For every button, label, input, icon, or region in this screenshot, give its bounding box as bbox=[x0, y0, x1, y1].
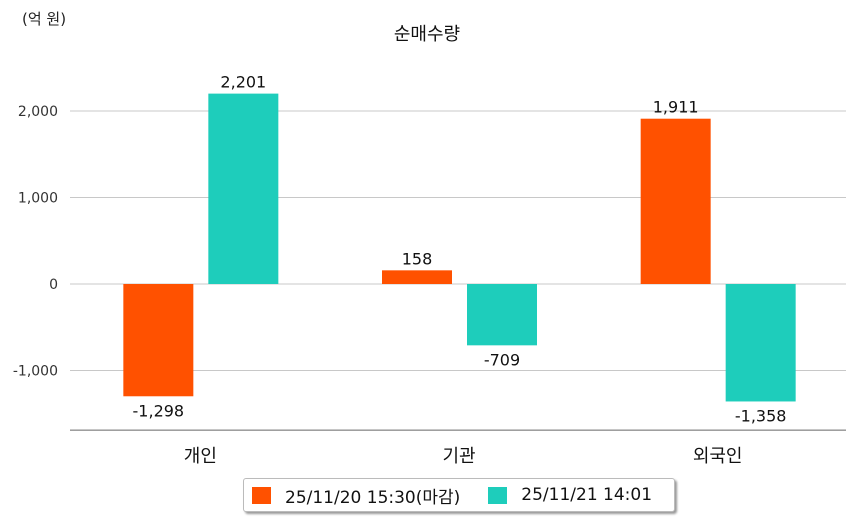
data-label: -1,358 bbox=[735, 406, 787, 425]
legend-label: 25/11/21 14:01 bbox=[521, 485, 653, 505]
chart-title: 순매수량 bbox=[393, 24, 461, 45]
legend-label: 25/11/20 15:30(마감) bbox=[285, 487, 461, 508]
y-tick-label: -1,000 bbox=[13, 364, 58, 380]
legend-item-0[interactable]: 25/11/20 15:30(마감) bbox=[252, 483, 460, 508]
legend-item-1[interactable]: 25/11/21 14:01 bbox=[488, 485, 652, 505]
legend-swatch bbox=[488, 486, 508, 504]
y-tick-label: 0 bbox=[49, 277, 58, 293]
bar bbox=[640, 118, 711, 284]
bar bbox=[123, 284, 194, 397]
unit-label: (억 원) bbox=[22, 10, 67, 28]
bar bbox=[725, 284, 796, 402]
y-tick-label: 2,000 bbox=[18, 104, 58, 120]
bar bbox=[467, 284, 537, 346]
bar bbox=[208, 93, 279, 285]
y-tick-label: 1,000 bbox=[18, 191, 58, 207]
legend-swatch bbox=[252, 486, 271, 504]
x-tick-label: 기관 bbox=[442, 446, 475, 467]
bar bbox=[382, 270, 452, 284]
data-label: 2,201 bbox=[220, 73, 266, 92]
data-label: 1,911 bbox=[653, 98, 699, 117]
legend: 25/11/20 15:30(마감) 25/11/21 14:01 bbox=[243, 478, 675, 512]
x-tick-label: 외국인 bbox=[693, 446, 743, 467]
data-label: -1,298 bbox=[133, 401, 185, 420]
x-tick-label: 개인 bbox=[184, 446, 217, 467]
data-label: -709 bbox=[484, 350, 520, 369]
data-label: 158 bbox=[402, 249, 433, 268]
